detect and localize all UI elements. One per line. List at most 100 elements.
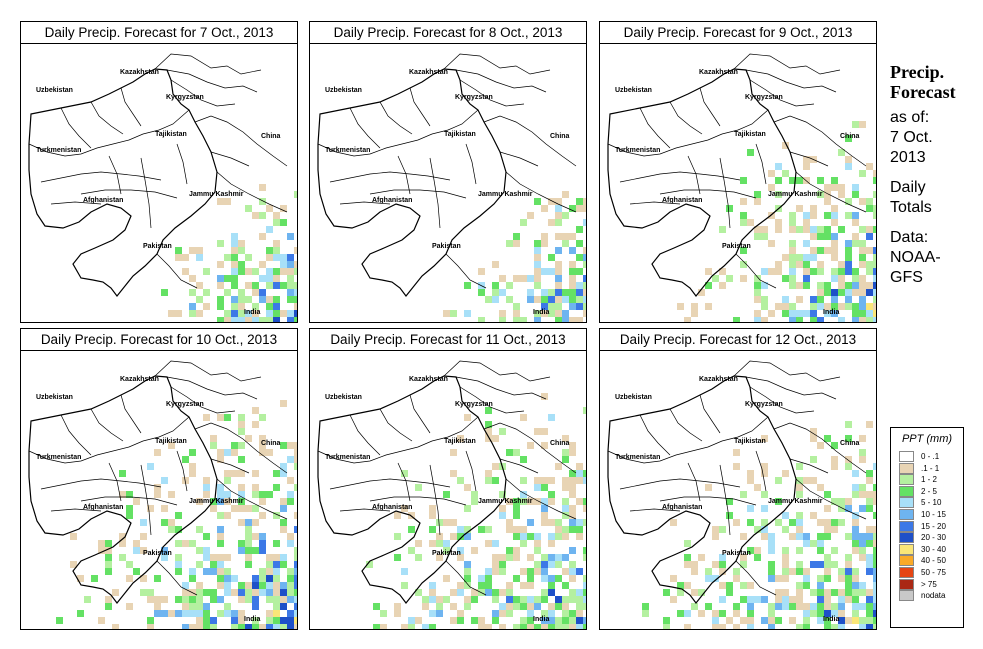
precip-cell bbox=[513, 449, 520, 456]
border-line bbox=[505, 171, 577, 213]
precip-cell bbox=[217, 484, 224, 491]
precip-cell bbox=[266, 303, 273, 310]
precip-cell bbox=[866, 282, 873, 289]
precip-cell bbox=[105, 603, 112, 610]
precip-cell bbox=[838, 282, 845, 289]
legend-label: 30 - 40 bbox=[921, 544, 946, 554]
precip-cell bbox=[287, 498, 294, 505]
precip-cell bbox=[775, 191, 782, 198]
precip-cell bbox=[838, 505, 845, 512]
precip-cell bbox=[245, 589, 252, 596]
precip-cell bbox=[754, 317, 761, 322]
precip-cell bbox=[245, 596, 252, 603]
precip-cell bbox=[569, 484, 576, 491]
legend-label: nodata bbox=[921, 591, 946, 601]
title-line: Precip. bbox=[890, 62, 945, 82]
precip-cell bbox=[754, 289, 761, 296]
precip-cell bbox=[548, 533, 555, 540]
precip-cell bbox=[831, 561, 838, 568]
precip-cell bbox=[569, 317, 576, 322]
precip-cell bbox=[583, 477, 586, 484]
precip-cell bbox=[541, 554, 548, 561]
border-line bbox=[687, 155, 701, 195]
precip-cell bbox=[583, 470, 586, 477]
precip-cell bbox=[838, 624, 845, 629]
precip-cell bbox=[266, 596, 273, 603]
precip-cell bbox=[705, 603, 712, 610]
precip-cell bbox=[705, 282, 712, 289]
border-line bbox=[659, 496, 757, 506]
precip-cell bbox=[224, 317, 231, 322]
precip-cell bbox=[499, 317, 506, 322]
precip-cell bbox=[294, 603, 297, 610]
precip-cell bbox=[555, 212, 562, 219]
precip-cell bbox=[245, 554, 252, 561]
precip-cell bbox=[775, 477, 782, 484]
precip-cell bbox=[485, 428, 492, 435]
precip-cell bbox=[217, 540, 224, 547]
precip-cell bbox=[866, 533, 873, 540]
precip-cell bbox=[196, 603, 203, 610]
precip-cell bbox=[280, 554, 287, 561]
precip-cell bbox=[576, 198, 583, 205]
precip-cell bbox=[576, 617, 583, 624]
precip-cell bbox=[831, 610, 838, 617]
precip-cell bbox=[824, 624, 831, 629]
precip-cell bbox=[576, 463, 583, 470]
precip-cell bbox=[845, 589, 852, 596]
precip-cell bbox=[583, 247, 586, 254]
precip-cell bbox=[803, 240, 810, 247]
precip-cell bbox=[583, 617, 586, 624]
precip-cell bbox=[266, 205, 273, 212]
precip-cell bbox=[182, 582, 189, 589]
precip-cell bbox=[541, 310, 548, 317]
precip-cell bbox=[810, 540, 817, 547]
precip-cell bbox=[203, 303, 210, 310]
precip-cell bbox=[196, 582, 203, 589]
precip-cell bbox=[838, 261, 845, 268]
title-line: Forecast bbox=[890, 82, 956, 102]
precip-cell bbox=[408, 624, 415, 629]
precip-cell bbox=[562, 526, 569, 533]
precip-cell bbox=[527, 498, 534, 505]
precip-cell bbox=[768, 240, 775, 247]
precip-cell bbox=[196, 617, 203, 624]
precip-cell bbox=[782, 603, 789, 610]
border-line bbox=[397, 462, 411, 502]
precip-cell bbox=[775, 596, 782, 603]
precip-cell bbox=[154, 603, 161, 610]
precip-cell bbox=[457, 582, 464, 589]
panel-title: Daily Precip. Forecast for 9 Oct., 2013 bbox=[600, 22, 876, 44]
precip-cell bbox=[196, 610, 203, 617]
precip-cell bbox=[768, 533, 775, 540]
place-label: Pakistan bbox=[432, 243, 461, 250]
precip-cell bbox=[506, 596, 513, 603]
precip-cell bbox=[845, 247, 852, 254]
precip-cell bbox=[775, 268, 782, 275]
precip-cell bbox=[147, 617, 154, 624]
precip-cell bbox=[492, 477, 499, 484]
precip-cell bbox=[548, 603, 555, 610]
precip-cell bbox=[845, 303, 852, 310]
precip-cell bbox=[789, 303, 796, 310]
precip-cell bbox=[492, 596, 499, 603]
precip-cell bbox=[259, 233, 266, 240]
precip-cell bbox=[852, 470, 859, 477]
precip-cell bbox=[562, 617, 569, 624]
precip-cell bbox=[485, 435, 492, 442]
precip-cell bbox=[747, 582, 754, 589]
legend-swatch bbox=[899, 590, 914, 602]
precip-cell bbox=[852, 519, 859, 526]
precip-cell bbox=[838, 289, 845, 296]
precip-cell bbox=[548, 219, 555, 226]
precip-cell bbox=[541, 393, 548, 400]
precip-cell bbox=[726, 617, 733, 624]
precip-cell bbox=[499, 491, 506, 498]
precip-cell bbox=[280, 470, 287, 477]
border-line bbox=[156, 253, 198, 289]
precip-cell bbox=[520, 596, 527, 603]
precip-cell bbox=[245, 540, 252, 547]
precip-cell bbox=[245, 205, 252, 212]
precip-cell bbox=[831, 205, 838, 212]
precip-cell bbox=[98, 540, 105, 547]
